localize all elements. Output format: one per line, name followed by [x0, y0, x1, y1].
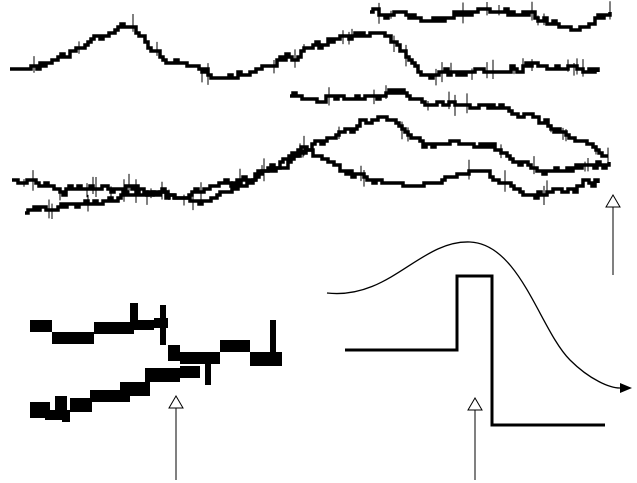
trace: [10, 22, 600, 80]
pixel-block: [30, 320, 52, 332]
pixel-block: [130, 303, 138, 323]
pixel-block: [90, 390, 130, 402]
pixel-block: [45, 410, 55, 420]
pixel-block: [220, 340, 250, 352]
smooth-curve: [326, 241, 621, 389]
pixel-block: [180, 366, 200, 378]
trace: [290, 88, 608, 158]
pixel-block: [270, 320, 276, 360]
trace: [25, 145, 600, 215]
pixel-block: [160, 305, 166, 345]
pixel-block: [70, 398, 92, 412]
pixel-block: [168, 345, 180, 361]
step-signal: [345, 274, 605, 427]
arrow: [467, 397, 483, 480]
pixel-block: [145, 368, 180, 382]
pixel-block: [94, 322, 134, 334]
pixel-block: [62, 410, 70, 422]
arrow: [605, 194, 621, 275]
pixel-block: [205, 360, 211, 385]
arrow: [168, 395, 184, 480]
noisy-traces: [10, 1, 612, 220]
pixel-block: [250, 352, 282, 366]
trace: [370, 7, 612, 32]
pixel-block: [180, 352, 220, 364]
zoomed-inset: [30, 303, 282, 422]
trace: [12, 115, 611, 200]
pixel-block: [134, 320, 154, 330]
curve-arrowhead: [620, 383, 632, 393]
pixel-block: [52, 332, 94, 344]
